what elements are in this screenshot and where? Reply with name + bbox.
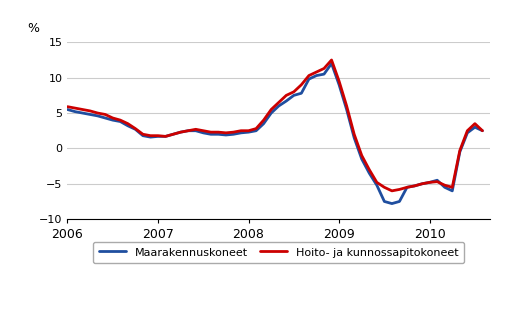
Maarakennuskoneet (72, 110, 78, 114)
Hoito- ja kunnossapitokoneet (479, 129, 485, 133)
Maarakennuskoneet (389, 202, 395, 206)
Line: Hoito- ja kunnossapitokoneet: Hoito- ja kunnossapitokoneet (68, 60, 482, 191)
Hoito- ja kunnossapitokoneet (396, 187, 402, 191)
Maarakennuskoneet (298, 91, 305, 95)
Maarakennuskoneet (343, 108, 349, 112)
Hoito- ja kunnossapitokoneet (389, 189, 395, 193)
Maarakennuskoneet (329, 61, 335, 65)
Line: Maarakennuskoneet: Maarakennuskoneet (68, 63, 482, 204)
Maarakennuskoneet (65, 108, 71, 112)
Y-axis label: %: % (28, 22, 40, 35)
Maarakennuskoneet (215, 132, 221, 136)
Maarakennuskoneet (479, 129, 485, 133)
Hoito- ja kunnossapitokoneet (329, 58, 335, 62)
Hoito- ja kunnossapitokoneet (215, 130, 221, 134)
Maarakennuskoneet (396, 199, 402, 203)
Hoito- ja kunnossapitokoneet (321, 66, 327, 70)
Hoito- ja kunnossapitokoneet (298, 83, 305, 87)
Hoito- ja kunnossapitokoneet (65, 105, 71, 109)
Hoito- ja kunnossapitokoneet (72, 106, 78, 110)
Hoito- ja kunnossapitokoneet (343, 104, 349, 108)
Legend: Maarakennuskoneet, Hoito- ja kunnossapitokoneet: Maarakennuskoneet, Hoito- ja kunnossapit… (93, 242, 465, 263)
Maarakennuskoneet (321, 72, 327, 76)
